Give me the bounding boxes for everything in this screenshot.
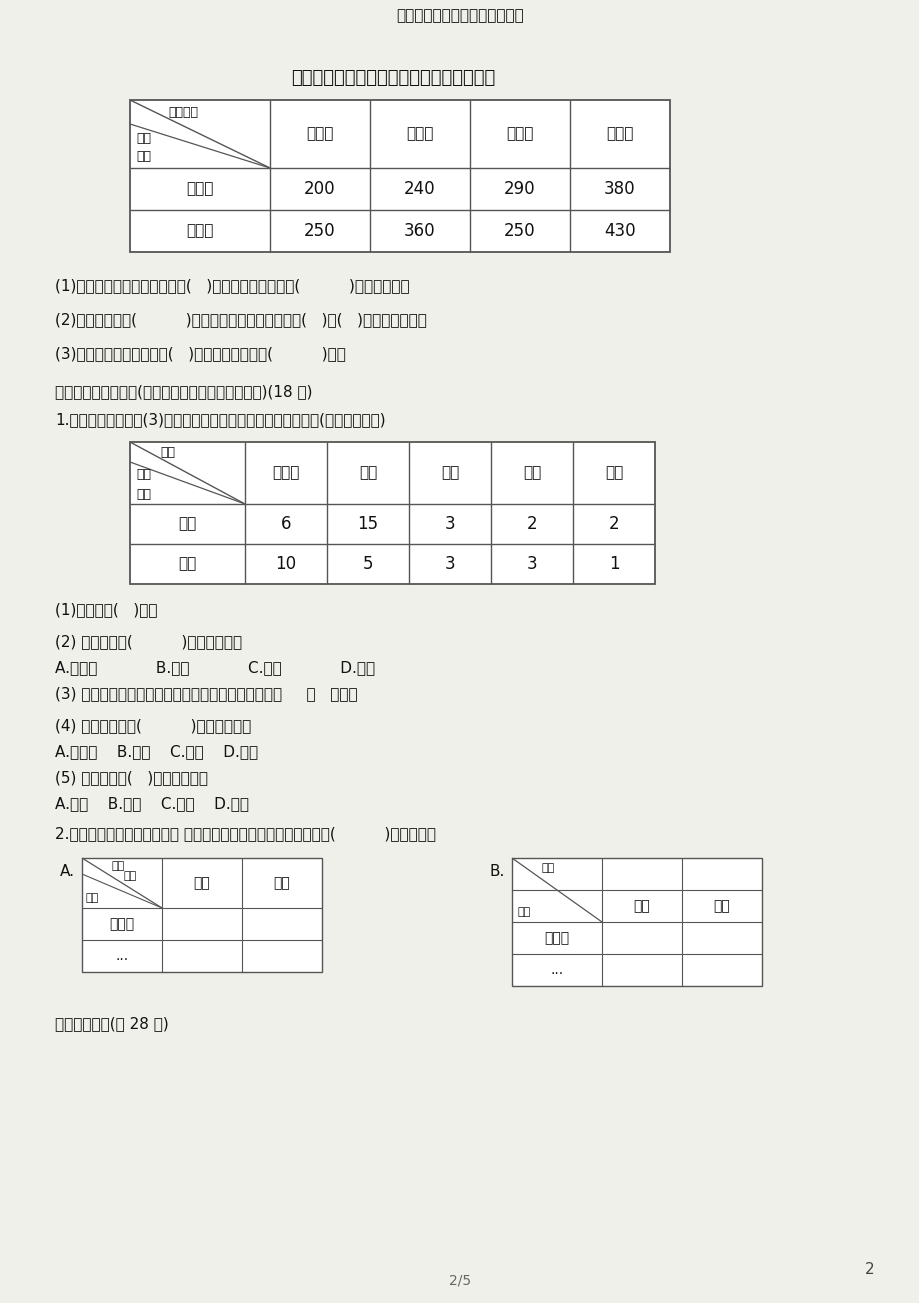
Text: 人数: 人数 — [136, 468, 151, 481]
Text: 年级: 年级 — [517, 907, 530, 917]
Text: 性别: 性别 — [124, 870, 137, 881]
Text: (1)全班共有(   )人。: (1)全班共有( )人。 — [55, 602, 157, 618]
Text: 1.下面是星星小学三(3)班全班同学喜欢吃的蔬菜情况统计表。(每人限选一种): 1.下面是星星小学三(3)班全班同学喜欢吃的蔬菜情况统计表。(每人限选一种) — [55, 413, 385, 427]
Text: (5) 全班喜欢吃(   )的人数最少。: (5) 全班喜欢吃( )的人数最少。 — [55, 770, 208, 786]
Text: 人数: 人数 — [541, 863, 555, 873]
Text: 三年级数学下册第３单元测试卷: 三年级数学下册第３单元测试卷 — [396, 9, 523, 23]
Bar — [130, 442, 654, 584]
Text: 性别: 性别 — [136, 487, 151, 500]
Text: 节目类别: 节目类别 — [168, 106, 198, 119]
Text: 2: 2 — [608, 515, 618, 533]
Text: 文娱类: 文娱类 — [505, 126, 533, 142]
Text: ...: ... — [550, 963, 563, 977]
Text: 2: 2 — [864, 1263, 874, 1277]
Bar — [130, 100, 669, 251]
Text: 250: 250 — [504, 222, 535, 240]
Text: B.: B. — [490, 864, 505, 880]
Text: 茄子: 茄子 — [522, 465, 540, 481]
Text: 200: 200 — [304, 180, 335, 198]
Text: 3: 3 — [526, 555, 537, 573]
Text: 6: 6 — [280, 515, 291, 533]
Bar — [512, 857, 761, 986]
Text: (3) 喜欢吃土豆的男生人数是喜欢吃土豆的女生人数的     （   ）倍。: (3) 喜欢吃土豆的男生人数是喜欢吃土豆的女生人数的 （ ）倍。 — [55, 687, 357, 701]
Text: ...: ... — [115, 949, 129, 963]
Text: 女生: 女生 — [178, 556, 197, 572]
Text: 250: 250 — [304, 222, 335, 240]
Text: 女生: 女生 — [713, 899, 730, 913]
Text: A.西红柿            B.土豆            C.黄瓜            D.茄子: A.西红柿 B.土豆 C.黄瓜 D.茄子 — [55, 661, 375, 675]
Text: (4) 女生中喜欢吃(          )的人数最多。: (4) 女生中喜欢吃( )的人数最多。 — [55, 718, 251, 734]
Text: (2)小学部最喜欢(          )的人数最多，中学部最喜欢(   )和(   )的人数同样多。: (2)小学部最喜欢( )的人数最多，中学部最喜欢( )和( )的人数同样多。 — [55, 313, 426, 327]
Text: 男生: 男生 — [633, 899, 650, 913]
Text: 240: 240 — [403, 180, 436, 198]
Text: 新闻类: 新闻类 — [306, 126, 334, 142]
Text: 15: 15 — [357, 515, 378, 533]
Text: 人数: 人数 — [112, 861, 125, 870]
Text: 1: 1 — [608, 555, 618, 573]
Text: 男生: 男生 — [193, 876, 210, 890]
Text: 其他: 其他 — [604, 465, 622, 481]
Text: 5: 5 — [362, 555, 373, 573]
Text: 430: 430 — [604, 222, 635, 240]
Text: 部门: 部门 — [136, 151, 151, 163]
Text: 2/5: 2/5 — [448, 1273, 471, 1287]
Text: 西红柿: 西红柿 — [272, 465, 300, 481]
Text: 土豆: 土豆 — [358, 465, 377, 481]
Text: 男生: 男生 — [178, 516, 197, 532]
Text: (1)检查的所有学生中，最喜欢(   )的人数最多，最喜欢(          )的人数最少。: (1)检查的所有学生中，最喜欢( )的人数最多，最喜欢( )的人数最少。 — [55, 279, 409, 293]
Text: 3: 3 — [444, 555, 455, 573]
Text: 黄瓜: 黄瓜 — [440, 465, 459, 481]
Text: A.: A. — [60, 864, 75, 880]
Text: 2: 2 — [526, 515, 537, 533]
Text: 3: 3 — [444, 515, 455, 533]
Text: 实验学校学生最喜欢的电视节目情况统计表: 实验学校学生最喜欢的电视节目情况统计表 — [290, 69, 494, 87]
Text: 三？计算题。(共 28 分): 三？计算题。(共 28 分) — [55, 1016, 168, 1032]
Text: (2) 全班喜欢吃(          )的人数最多。: (2) 全班喜欢吃( )的人数最多。 — [55, 635, 242, 649]
Text: 小学部: 小学部 — [187, 181, 213, 197]
Text: 一年级: 一年级 — [109, 917, 134, 932]
Text: A.茄子    B.土豆    C.黄瓜    D.其他: A.茄子 B.土豆 C.黄瓜 D.其他 — [55, 796, 249, 812]
Text: 290: 290 — [504, 180, 535, 198]
Text: 380: 380 — [604, 180, 635, 198]
Bar — [82, 857, 322, 972]
Text: (3)参加检查的小学生共有(   )人，与中学生相差(          )人。: (3)参加检查的小学生共有( )人，与中学生相差( )人。 — [55, 347, 346, 361]
Text: 种类: 种类 — [160, 446, 175, 459]
Text: 人数: 人数 — [136, 132, 151, 145]
Text: 二？看统计图选择。(将正确答案的序号填在括号里)(18 分): 二？看统计图选择。(将正确答案的序号填在括号里)(18 分) — [55, 384, 312, 400]
Text: 体育类: 体育类 — [406, 126, 433, 142]
Text: 10: 10 — [275, 555, 296, 573]
Text: 360: 360 — [403, 222, 436, 240]
Text: 女生: 女生 — [273, 876, 290, 890]
Text: 科技类: 科技类 — [606, 126, 633, 142]
Text: 年级: 年级 — [85, 893, 99, 903]
Text: A.西红柿    B.土豆    C.黄瓜    D.茄子: A.西红柿 B.土豆 C.黄瓜 D.茄子 — [55, 744, 258, 760]
Text: 一年级: 一年级 — [544, 932, 569, 945]
Text: 中学部: 中学部 — [187, 224, 213, 238]
Text: 2.同学们要统计全校各年级男 ？女生人数情况，下面表头设计中，(          )较为合理。: 2.同学们要统计全校各年级男 ？女生人数情况，下面表头设计中，( )较为合理。 — [55, 826, 436, 842]
